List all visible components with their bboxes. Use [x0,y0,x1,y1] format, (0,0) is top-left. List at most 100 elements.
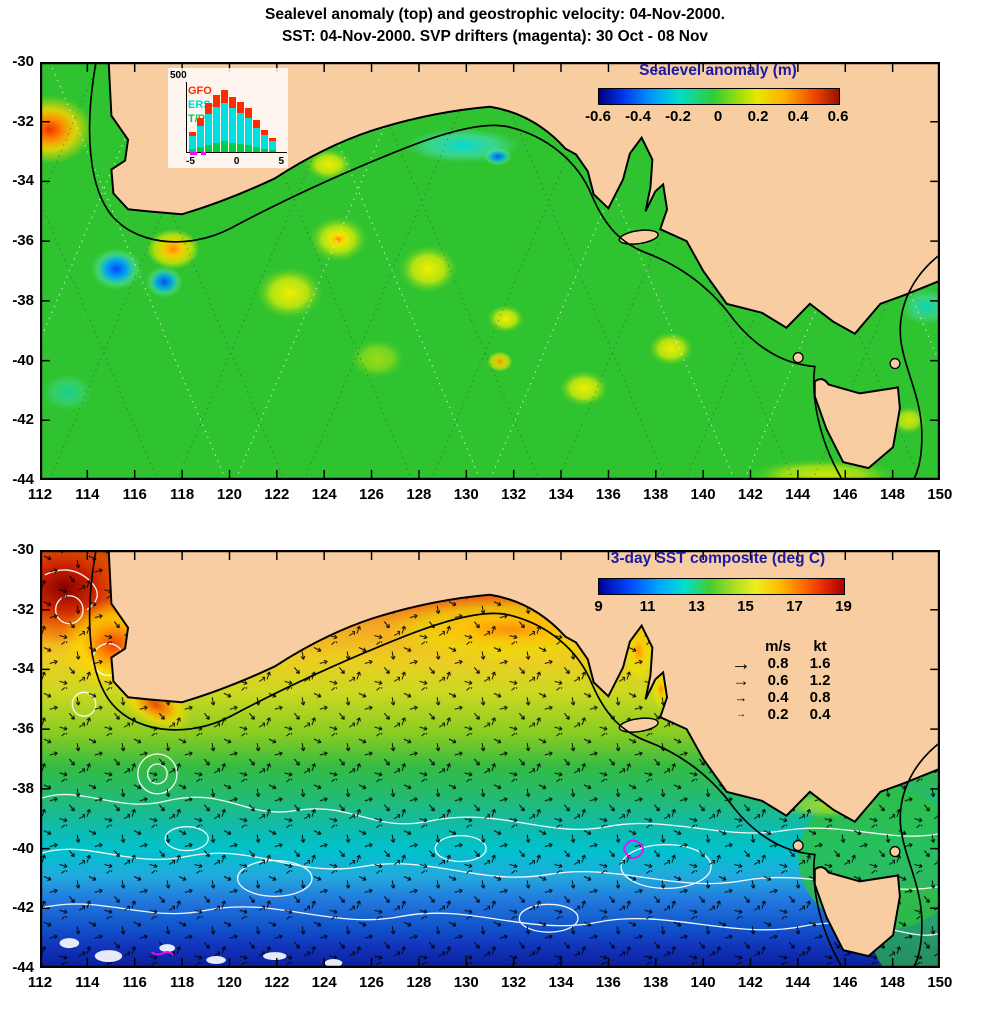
king-island [792,839,804,852]
top-lon-axis-labels: 112 114 116 118 120 122 124 126 128 130 132 134 136 1… [22,486,958,504]
lat-tick-label: -34 [12,660,34,678]
velocity-arrow-icon: → [736,708,746,720]
inset-x-tick-label: 5 [278,156,284,167]
drifter-mark [201,152,206,155]
kangaroo-island [618,717,659,733]
drifter-tracks [151,839,645,956]
cloud-gaps [59,938,343,968]
figure-title-line2: SST: 04-Nov-2000. SVP drifters (magenta)… [281,28,709,45]
top-lat-axis-labels: -30 -32 -34 -36 -38 -40 -42 -44 [0,53,34,489]
colorbar-tick-label: -0.2 [665,108,691,125]
inset-x-tick-label: -5 [186,156,195,167]
lat-tick-label: -44 [12,470,34,488]
axis-ticks [40,62,940,480]
lon-tick-label: 132 [501,486,527,503]
velocity-kt-value: 0.8 [809,689,831,706]
lon-tick-label: 144 [785,486,811,503]
lon-tick-label: 148 [879,486,905,503]
lat-tick-label: -40 [12,839,34,857]
lat-tick-label: -42 [12,411,34,429]
sst-colorbar-title: 3-day SST composite (deg C) [610,550,826,567]
lon-tick-label: 136 [595,974,621,991]
lon-tick-label: 116 [122,974,147,991]
flinders-island [889,357,901,370]
lon-tick-label: 132 [501,974,527,991]
lon-tick-label: 148 [879,974,905,991]
velocity-legend-row: → 0.2 0.4 [725,706,855,723]
king-island [792,351,804,364]
figure-title-line1: Sealevel anomaly (top) and geostrophic v… [265,6,725,23]
drifter-mark [190,152,197,155]
lon-tick-label: 130 [453,486,479,503]
series-label: ERS-2 [188,98,220,112]
lat-tick-label: -34 [12,172,34,190]
colorbar-tick-label: 17 [786,598,803,615]
velocity-legend-row: → 0.6 1.2 [725,672,855,690]
lon-tick-label: 128 [406,974,432,991]
lon-tick-label: 124 [311,974,337,991]
lon-tick-label: 122 [264,974,290,991]
lon-tick-label: 144 [785,974,811,991]
velocity-legend-header: m/s kt [725,638,855,655]
colorbar-tick-label: 19 [835,598,852,615]
colorbar-tick-label: 0.6 [827,108,849,125]
lon-tick-label: 118 [169,486,195,503]
inset-series-labels: GFOERS-2T/P [188,84,220,126]
lat-tick-label: -42 [12,899,34,917]
lat-tick-label: -36 [12,720,34,738]
lat-tick-label: -36 [12,232,34,250]
lat-tick-label: -40 [12,351,34,369]
lon-tick-label: 128 [406,486,432,503]
velocity-ms-value: 0.8 [767,655,789,672]
velocity-legend-rows: → 0.8 1.6 → 0.6 1.2 → 0.4 0.8 → 0.2 0.4 [725,652,855,724]
lon-tick-label: 136 [595,486,621,503]
bottom-lat-axis-labels: -30 -32 -34 -36 -38 -40 -42 -44 [0,541,34,977]
velocity-legend: m/s kt → 0.8 1.6 → 0.6 1.2 → 0.4 0.8 → 0… [725,638,855,723]
lon-tick-label: 114 [75,974,100,991]
lat-tick-label: -38 [12,779,34,797]
inset-x-tick-label: 0 [233,156,240,167]
velocity-legend-row: → 0.4 0.8 [725,689,855,706]
lon-tick-label: 126 [359,974,385,991]
lon-tick-label: 150 [927,974,953,991]
bottom-lon-axis-labels: 112 114 116 118 120 122 124 126 128 130 132 134 136 1… [22,974,958,992]
velocity-legend-unit-kt: kt [813,638,827,655]
kangaroo-island [618,229,659,245]
sealevel-colorbar-labels: -0.6 -0.4 -0.2 0 0.2 0.4 0.6 [578,108,858,125]
velocity-ms-value: 0.6 [767,672,789,689]
sealevel-colorbar [598,88,840,105]
axis-ticks [40,550,940,968]
velocity-kt-value: 0.4 [809,706,831,723]
colorbar-tick-label: -0.4 [625,108,651,125]
colorbar-tick-label: -0.6 [585,108,611,125]
lon-tick-label: 146 [832,486,858,503]
lon-tick-label: 114 [75,486,100,503]
lon-tick-label: 130 [453,974,479,991]
inset-ymax-label: 500 [170,70,187,81]
lon-tick-label: 124 [311,486,337,503]
inset-bars [186,82,287,153]
lon-tick-label: 112 [27,974,53,991]
lon-tick-label: 142 [737,974,763,991]
velocity-kt-value: 1.6 [809,655,831,672]
lat-tick-label: -30 [12,541,34,558]
sealevel-anomaly-panel: Sealevel anomaly (m) -0.6 -0.4 -0.2 0 0.2 0.4… [40,62,940,480]
lat-tick-label: -30 [12,53,34,70]
flinders-island [889,845,901,858]
velocity-arrow-icon: → [734,689,748,705]
lon-tick-label: 120 [216,486,242,503]
lon-tick-label: 150 [927,486,953,503]
lat-tick-label: -32 [12,112,34,130]
sst-composite-map [40,550,940,968]
lon-tick-label: 138 [643,486,669,503]
lon-tick-label: 120 [216,974,242,991]
sst-colorbar [598,578,845,595]
crossover-histogram-inset: 500 GFOERS-2T/P -5 0 5 [168,68,288,168]
lon-tick-label: 118 [169,974,195,991]
velocity-arrow-icon: → [731,652,751,675]
lon-tick-label: 140 [690,974,716,991]
lat-tick-label: -38 [12,291,34,309]
lon-tick-label: 140 [690,486,716,503]
colorbar-tick-label: 0 [713,108,723,125]
